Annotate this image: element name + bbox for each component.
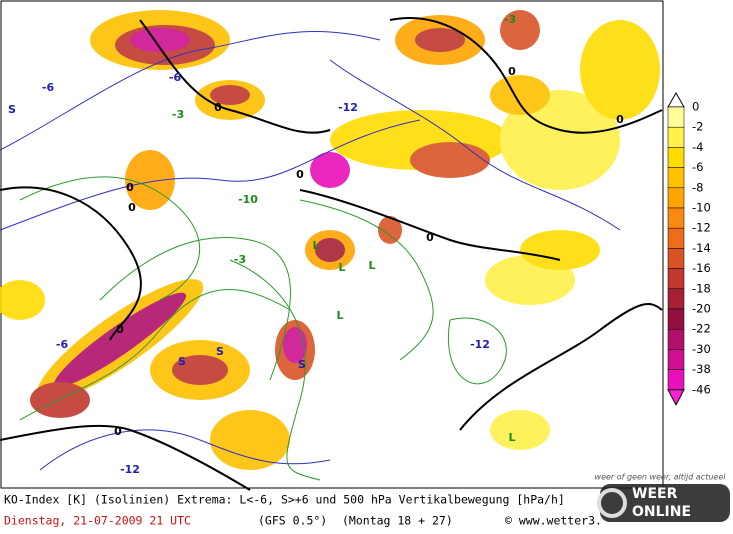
colorbar-swatch [667,288,685,310]
map-label: 0 [114,425,122,438]
map-label: S [178,355,186,368]
colorbar-swatch [667,167,685,189]
colorbar-swatch [667,106,685,128]
caption: KO-Index [K] (Isolinien) Extrema: L<-6, … [4,493,602,528]
map-label: 0 [214,101,222,114]
colorbar-label: -30 [692,342,711,356]
map: 0 0 0 0 0 0 0 0 0 -6 -6 -6 -12 -12 -3 -3 S S S S L L L L L -10 -12… [0,0,664,491]
map-label: -3 [504,13,516,26]
map-label: L [368,259,375,272]
colorbar-label: -22 [692,322,711,336]
caption-model: (GFS 0.5°) [258,514,327,528]
colorbar-label: -14 [692,241,711,255]
logo-line2: ONLINE [632,504,691,520]
map-label: L [338,261,345,274]
caption-run: (Montag 18 + 27) [342,514,453,528]
map-label: -6 [42,81,55,94]
colorbar-label: -20 [692,302,711,316]
map-label: 0 [128,201,136,214]
map-label: 0 [116,323,124,336]
map-label: L [336,309,343,322]
colorbar-swatch [667,328,685,350]
colorbar-swatch [667,248,685,269]
caption-source: © www.wetter3. [505,514,602,528]
colorbar-label: -18 [692,281,711,295]
map-label: -3 [172,108,184,121]
caption-line: KO-Index [K] (Isolinien) Extrema: L<-6, … [4,493,565,507]
colorbar-label: 0 [692,100,699,114]
colorbar-swatch [667,349,685,370]
colorbar-swatch [667,369,685,391]
logo: weer of geen weer, altijd actueel WEER O… [595,473,730,522]
map-label: -3 [234,253,246,266]
map-label: 0 [616,113,624,126]
colorbar-label: -4 [692,140,703,154]
map-label: -10 [238,193,258,206]
colorbar-label: -2 [692,120,703,134]
colorbar-label: -38 [692,362,711,376]
map-labels: 0 0 0 0 0 0 0 0 0 -6 -6 -6 -12 -12 -3 -3 S S S S L L L L L -10 -12… [8,13,624,476]
caption-date: Dienstag, 21-07-2009 21 UTC [4,514,191,528]
map-label: 0 [426,231,434,244]
map-label: -12 [338,101,358,114]
colorbar-swatch [667,126,685,148]
colorbar-label: -6 [692,160,703,174]
colorbar-swatch [667,227,685,249]
map-label: -6 [169,71,182,84]
map-label: S [216,345,224,358]
map-label: L [508,431,515,444]
map-label: 0 [508,65,516,78]
map-label: L [312,239,319,252]
colorbar-swatch [667,187,685,209]
map-label: -6 [56,338,69,351]
colorbar-swatch [667,308,685,330]
colorbar: 0 -2 -4 -6 -8 -10 -12 -14 -16 -18 -20 -22 -30 -38 -46 [667,91,711,406]
colorbar-label: -16 [692,261,711,275]
colorbar-label: -46 [692,382,711,396]
map-label: -12 [120,463,140,476]
colorbar-swatch [667,268,685,290]
colorbar-swatch [667,147,685,168]
colorbar-label: -10 [692,201,711,215]
colorbar-label: -12 [692,221,711,235]
map-label: S [298,358,306,371]
logo-swirl [597,488,627,518]
colorbar-swatch [667,207,685,229]
logo-tagline: weer of geen weer, altijd actueel [595,473,727,482]
logo-line1: WEER [632,486,678,502]
logo-badge [600,484,730,522]
map-label: S [8,103,16,116]
map-label: 0 [126,181,134,194]
colorbar-bottom-cap [667,389,685,406]
map-label: -12 [470,338,490,351]
map-label: 0 [296,168,304,181]
contours [0,17,663,491]
colorbar-label: -8 [692,180,703,194]
